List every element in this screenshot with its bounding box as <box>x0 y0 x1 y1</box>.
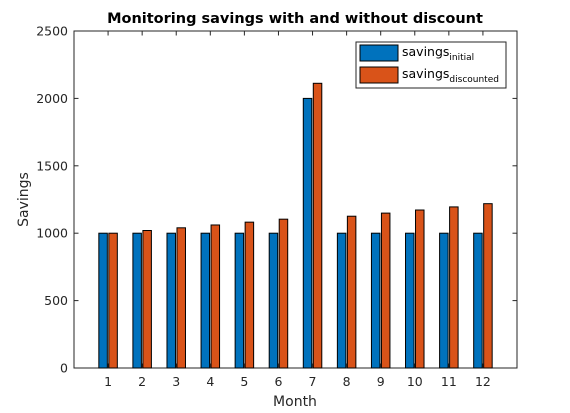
legend-name: savings <box>402 66 449 81</box>
x-tick-label: 9 <box>377 374 385 389</box>
y-tick-label: 1000 <box>36 226 68 241</box>
bar-initial-10 <box>405 232 415 369</box>
x-axis-label: Month <box>273 394 317 410</box>
bar-initial-3 <box>166 232 176 369</box>
bar-initial-4 <box>200 232 211 369</box>
legend-entry-discounted: savingsdiscounted <box>402 66 499 85</box>
y-tick-label: 2500 <box>36 24 68 39</box>
y-tick-label: 2000 <box>36 91 68 106</box>
x-tick-label: 5 <box>240 374 248 389</box>
bar-initial-12 <box>473 232 483 369</box>
x-tick-label: 12 <box>475 374 491 389</box>
bar-discounted-8 <box>346 215 357 369</box>
bar-discounted-1 <box>108 232 118 369</box>
x-tick-label: 2 <box>138 374 146 389</box>
x-tick-label: 3 <box>172 374 180 389</box>
bar-initial-5 <box>234 232 245 369</box>
x-tick-label: 11 <box>441 374 457 389</box>
x-tick-label: 8 <box>343 374 351 389</box>
bar-initial-1 <box>98 232 108 369</box>
bar-initial-9 <box>370 232 381 369</box>
legend-name: savings <box>402 44 449 59</box>
y-tick-label: 0 <box>60 361 68 376</box>
bar-discounted-5 <box>244 221 255 369</box>
legend-subscript: initial <box>449 53 474 63</box>
legend-subscript: discounted <box>449 75 499 85</box>
bar-initial-7 <box>302 97 313 369</box>
chart-title: Monitoring savings with and without disc… <box>107 11 483 27</box>
bar-discounted-11 <box>449 206 459 369</box>
x-tick-label: 6 <box>274 374 282 389</box>
legend-entry-initial: savingsinitial <box>402 44 474 63</box>
bar-initial-2 <box>132 232 142 369</box>
bar-discounted-12 <box>483 203 493 369</box>
y-tick-label: 500 <box>44 293 68 308</box>
bar-discounted-9 <box>380 212 391 369</box>
bar-discounted-4 <box>210 224 221 369</box>
x-tick-label: 1 <box>104 374 112 389</box>
bar-discounted-3 <box>176 227 186 369</box>
legend-swatch-discounted <box>359 66 399 84</box>
bar-discounted-6 <box>278 218 289 369</box>
x-tick-label: 7 <box>309 374 317 389</box>
x-tick-label: 4 <box>206 374 214 389</box>
bar-initial-8 <box>336 232 347 369</box>
bar-initial-11 <box>439 232 449 369</box>
bar-discounted-7 <box>312 82 323 369</box>
legend-swatch-initial <box>359 44 399 62</box>
bar-initial-6 <box>268 232 279 369</box>
bar-discounted-2 <box>142 230 152 369</box>
x-tick-label: 10 <box>407 374 423 389</box>
y-axis-label: Savings <box>16 172 32 227</box>
bar-discounted-10 <box>415 209 425 369</box>
y-tick-label: 1500 <box>36 158 68 173</box>
